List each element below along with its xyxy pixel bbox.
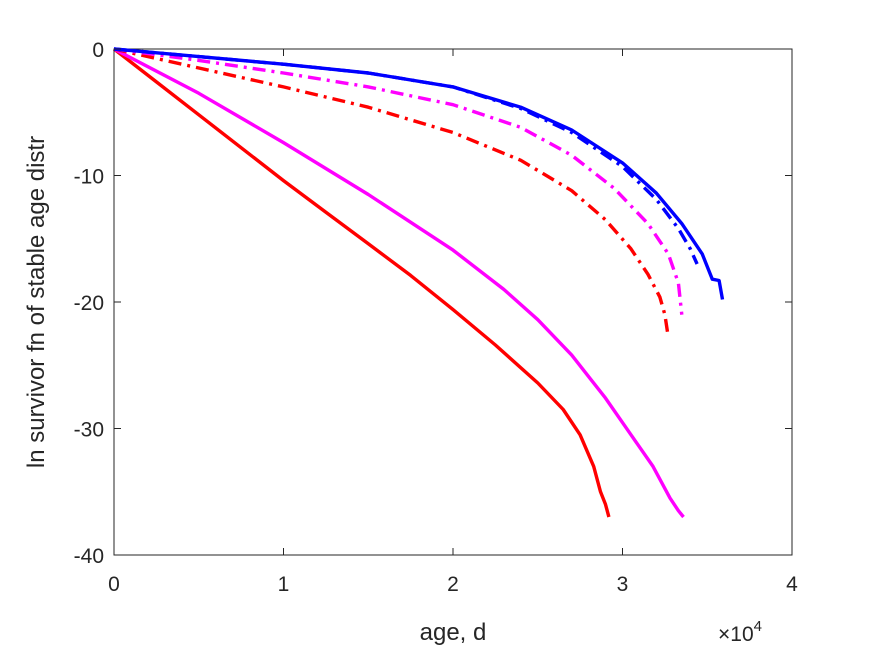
y-tick-label-3: -30 xyxy=(74,419,104,442)
series-line-4 xyxy=(113,47,684,315)
x-axis-title: age, d xyxy=(420,619,487,646)
x-tick-labels: 0 1 2 3 4 xyxy=(108,573,798,596)
ticks-layer xyxy=(113,48,793,556)
x-multiplier-exponent: 4 xyxy=(754,618,762,635)
plot-area xyxy=(113,48,793,556)
series-line-3 xyxy=(113,47,670,338)
series-line-2 xyxy=(113,47,685,519)
series-line-5 xyxy=(113,47,699,265)
x-tick-label-0: 0 xyxy=(108,573,120,596)
series-layer xyxy=(112,47,725,519)
series-line-1 xyxy=(112,47,611,518)
x-multiplier: ×104 xyxy=(718,618,762,646)
x-tick-label-3: 3 xyxy=(617,573,629,596)
x-tick-label-1: 1 xyxy=(278,573,290,596)
x-tick-label-2: 2 xyxy=(447,573,459,596)
y-tick-labels: 0 -10 -20 -30 -40 xyxy=(74,39,104,568)
y-tick-label-0: 0 xyxy=(92,39,104,62)
y-axis-title: ln survivor fn of stable age distr xyxy=(23,136,50,468)
y-tick-label-1: -10 xyxy=(74,166,104,189)
x-tick-label-4: 4 xyxy=(786,573,798,596)
y-tick-label-4: -40 xyxy=(74,545,104,568)
y-tick-label-2: -20 xyxy=(74,292,104,315)
x-multiplier-base: ×10 xyxy=(718,623,754,646)
series-line-6 xyxy=(113,47,725,300)
